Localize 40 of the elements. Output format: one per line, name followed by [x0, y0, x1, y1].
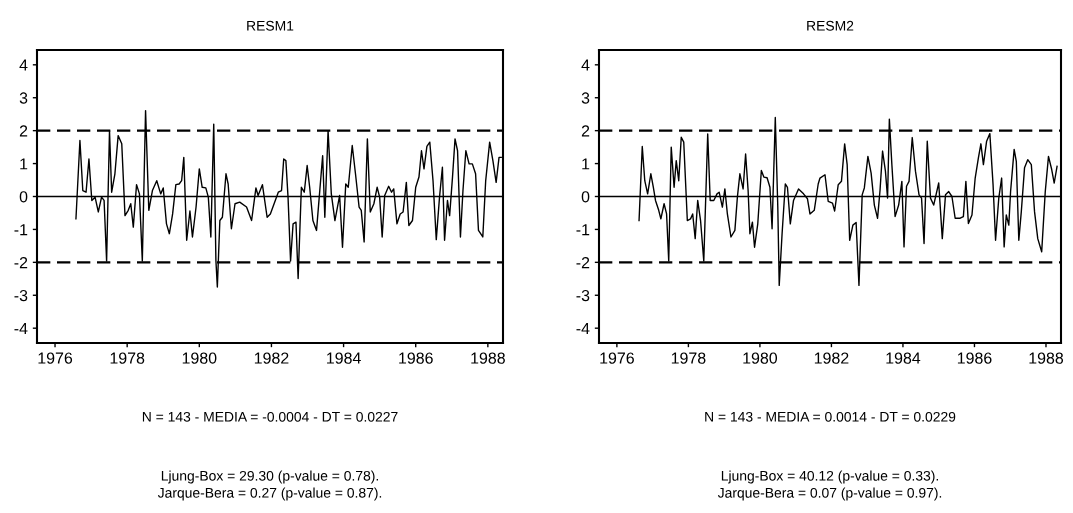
y-tick-label: 1 — [20, 158, 28, 170]
chart-title: RESM2 — [807, 20, 854, 31]
x-tick-label: 1980 — [182, 352, 217, 364]
text: Jarque-Bera = 0.27 (p-value = 0.87). — [157, 487, 382, 501]
text: N = 143 - MEDIA = 0.0014 - DT = 0.0229 — [705, 411, 956, 422]
y-tick-label: -1 — [14, 224, 28, 236]
x-tick-label: 1988 — [471, 352, 505, 364]
text: Ljung-Box = 40.12 (p-value = 0.33). — [721, 470, 938, 484]
y-tick-label: 4 — [581, 59, 590, 71]
x-tick-label: 1984 — [886, 352, 921, 364]
x-tick-label: 1986 — [957, 352, 992, 364]
x-tick-label: 1982 — [254, 352, 289, 364]
x-tick-label: 1978 — [110, 352, 145, 364]
y-tick-label: 0 — [19, 191, 28, 203]
y-tick-label: 2 — [19, 125, 28, 137]
x-tick-label: 1984 — [327, 352, 361, 364]
y-tick-label: 2 — [581, 125, 590, 137]
text: N = 143 - MEDIA = -0.0004 - DT = 0.0227 — [142, 411, 398, 422]
y-tick-label: -2 — [576, 256, 590, 269]
text: Ljung-Box = 29.30 (p-value = 0.78). — [161, 470, 378, 484]
y-tick-label: -1 — [576, 224, 590, 236]
x-tick-label: 1988 — [1029, 352, 1064, 364]
y-tick-label: -3 — [576, 289, 590, 302]
chart-title: RESM1 — [247, 20, 294, 31]
x-tick-label: 1986 — [399, 352, 433, 364]
y-tick-label: 3 — [581, 92, 590, 104]
y-tick-label: 0 — [581, 191, 590, 203]
y-tick-label: -4 — [576, 322, 590, 334]
y-tick-label: -4 — [14, 322, 28, 334]
y-tick-label: -3 — [14, 289, 28, 302]
x-tick-label: 1978 — [671, 352, 706, 364]
x-tick-label: 1976 — [38, 352, 73, 364]
y-tick-label: 3 — [19, 92, 28, 104]
y-tick-label: -2 — [14, 256, 28, 269]
x-tick-label: 1982 — [814, 352, 849, 364]
text: Jarque-Bera = 0.07 (p-value = 0.97). — [717, 487, 942, 501]
y-tick-label: 1 — [582, 158, 590, 170]
y-tick-label: 4 — [19, 59, 28, 71]
x-tick-label: 1976 — [600, 352, 634, 364]
x-tick-label: 1980 — [743, 352, 778, 364]
